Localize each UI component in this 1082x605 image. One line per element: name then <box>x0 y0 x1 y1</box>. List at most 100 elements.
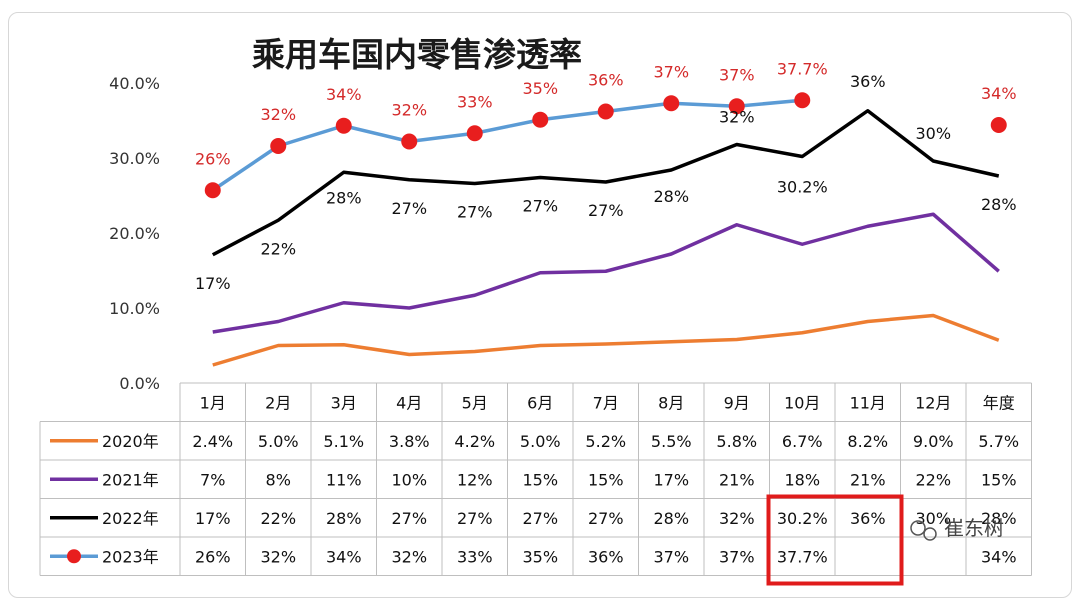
table-cell: 5.5% <box>651 432 692 451</box>
table-cell: 21% <box>850 470 886 489</box>
table-cell: 15% <box>981 470 1017 489</box>
table-cell: 4.2% <box>454 432 495 451</box>
table-cell: 36% <box>588 547 624 566</box>
table-header-cell: 8月 <box>658 393 684 412</box>
table-header-cell: 7月 <box>593 393 619 412</box>
table-cell: 30.2% <box>777 509 828 528</box>
table-cell: 5.1% <box>323 432 364 451</box>
table-cell: 8.2% <box>847 432 888 451</box>
series-point <box>728 98 745 115</box>
data-label-2023: 32% <box>391 101 427 120</box>
chart-title: 乘用车国内零售渗透率 <box>252 35 582 74</box>
table-cell: 27% <box>522 509 558 528</box>
table-cell: 5.0% <box>258 432 299 451</box>
table-cell: 12% <box>457 470 493 489</box>
table-cell: 15% <box>588 470 624 489</box>
data-label-2022: 36% <box>850 72 886 91</box>
data-label-2022: 32% <box>719 108 755 127</box>
table-cell: 28% <box>653 509 689 528</box>
table-cell: 28% <box>326 509 362 528</box>
table-cell: 36% <box>850 509 886 528</box>
data-label-2022: 28% <box>326 188 362 207</box>
series-point <box>466 125 483 142</box>
table-cell: 37% <box>719 547 755 566</box>
y-tick-label: 30.0% <box>109 149 160 168</box>
watermark-text: 崔东树 <box>944 516 1004 540</box>
data-label-2022: 27% <box>522 197 558 216</box>
table-header-cell: 11月 <box>850 393 886 412</box>
data-label-2023: 33% <box>457 92 493 111</box>
data-label-2023: 36% <box>588 71 624 90</box>
table-header-cell: 3月 <box>331 393 357 412</box>
table-header-cell: 5月 <box>462 393 488 412</box>
series-line-2022年 <box>211 109 1000 257</box>
legend-series-name: 2022年 <box>102 509 159 528</box>
series-line-2020年 <box>212 313 1000 367</box>
table-header-cell: 6月 <box>527 393 553 412</box>
table-cell: 26% <box>195 547 231 566</box>
legend-series-name: 2023年 <box>102 547 159 566</box>
table-cell: 17% <box>195 509 231 528</box>
data-label-2023: 32% <box>260 105 296 124</box>
table-cell: 35% <box>522 547 558 566</box>
data-label-2022: 28% <box>981 195 1017 214</box>
table-cell: 22% <box>260 509 296 528</box>
y-tick-label: 0.0% <box>119 374 160 393</box>
table-cell: 27% <box>588 509 624 528</box>
legend-series-name: 2020年 <box>102 432 159 451</box>
watermark: 崔东树 <box>910 516 1004 541</box>
table-cell: 11% <box>326 470 362 489</box>
table-cell: 8% <box>266 470 291 489</box>
table-header-cell: 9月 <box>724 393 750 412</box>
data-label-2023: 26% <box>195 149 231 168</box>
data-label-2022: 28% <box>653 187 689 206</box>
table-cell: 6.7% <box>782 432 823 451</box>
table-cell: 34% <box>981 547 1017 566</box>
table-cell: 5.8% <box>716 432 757 451</box>
table-cell: 5.7% <box>978 432 1019 451</box>
data-label-2023: 34% <box>326 85 362 104</box>
series-point <box>990 117 1007 133</box>
wechat-icon <box>910 520 926 536</box>
highlight-box <box>766 494 904 586</box>
table-cell: 37.7% <box>777 547 828 566</box>
table-cell: 32% <box>719 509 755 528</box>
table-cell: 15% <box>522 470 558 489</box>
data-label-2022: 27% <box>391 199 427 218</box>
table-cell: 2.4% <box>192 432 233 451</box>
table-cell: 34% <box>326 547 362 566</box>
data-label-2023: 37% <box>719 65 755 84</box>
data-label-2022: 17% <box>195 274 231 293</box>
table-cell: 3.8% <box>389 432 430 451</box>
series-point <box>270 138 287 154</box>
legend-series-name: 2021年 <box>102 470 159 489</box>
data-label-2023: 37% <box>653 62 689 81</box>
table-cell: 7% <box>200 470 225 489</box>
data-label-2023: 34% <box>981 84 1017 103</box>
legend-key-marker <box>67 549 81 564</box>
table-cell: 5.2% <box>585 432 626 451</box>
table-cell: 10% <box>391 470 427 489</box>
table-header-cell: 2月 <box>265 393 291 412</box>
data-label-2022: 22% <box>260 239 296 258</box>
table-header-cell: 1月 <box>200 393 226 412</box>
table-header-cell: 年度 <box>983 393 1015 412</box>
table-cell: 37% <box>653 547 689 566</box>
table-cell: 32% <box>391 547 427 566</box>
y-tick-label: 20.0% <box>109 224 160 243</box>
table-cell: 27% <box>391 509 427 528</box>
data-label-2023: 37.7% <box>777 59 828 78</box>
series-point <box>204 182 221 199</box>
table-cell: 33% <box>457 547 493 566</box>
table-cell: 27% <box>457 509 493 528</box>
data-label-2022: 27% <box>457 203 493 222</box>
table-cell: 28% <box>981 509 1017 528</box>
table-cell: 9.0% <box>913 432 954 451</box>
wechat-icon-small <box>923 527 937 541</box>
table-cell: 21% <box>719 470 755 489</box>
y-tick-label: 40.0% <box>109 74 160 93</box>
series-point <box>663 95 680 112</box>
chart-frame <box>8 12 1072 598</box>
y-tick-label: 10.0% <box>109 299 160 318</box>
